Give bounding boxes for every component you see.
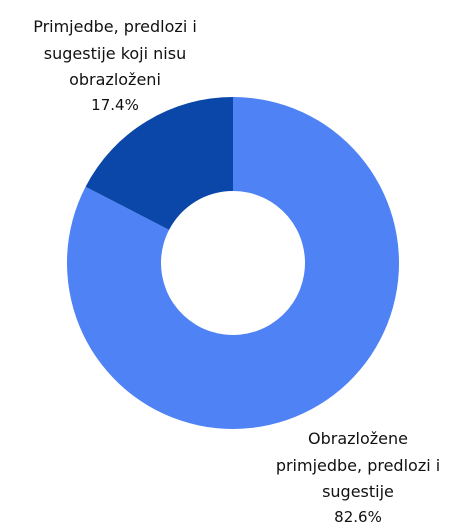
slice-label: Primjedbe, predlozi i sugestije koji nis…: [0, 14, 235, 116]
donut-slice: [67, 97, 400, 429]
value-label: 82.6%: [334, 507, 382, 526]
donut-slice: [85, 97, 233, 230]
category-label: Primjedbe, predlozi i sugestije koji nis…: [33, 17, 197, 89]
value-label: 17.4%: [91, 95, 139, 114]
category-label: Obrazložene primjedbe, predlozi i sugest…: [275, 429, 441, 501]
slice-label: Obrazložene primjedbe, predlozi i sugest…: [238, 426, 466, 528]
